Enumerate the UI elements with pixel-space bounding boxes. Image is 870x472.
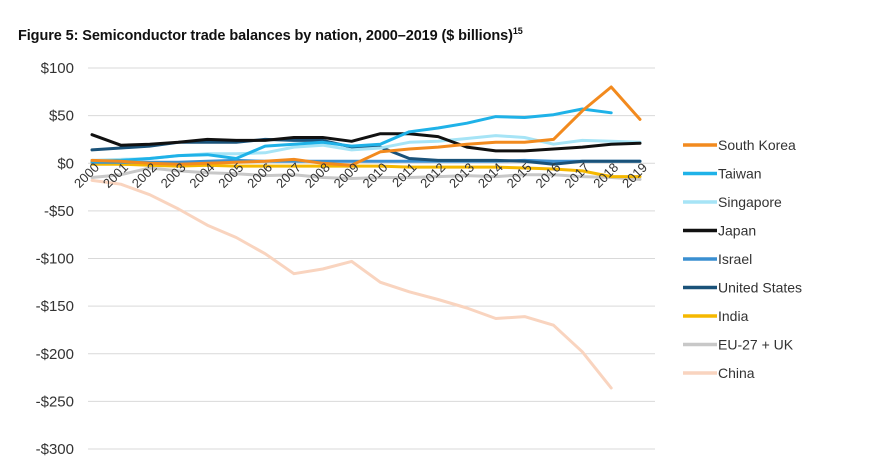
series-lines <box>90 85 642 390</box>
y-axis-ticks: $100 $50 $0 -$50 -$100 -$150 -$200 -$250 -$300 <box>36 60 74 458</box>
y-tick-label: -$150 <box>36 298 74 315</box>
legend-label-eu-27-uk: EU-27 + UK <box>718 337 794 353</box>
title-footnote: 15 <box>512 26 523 36</box>
legend: South Korea Taiwan Singapore Japan Israel Uni… <box>683 137 802 381</box>
legend-label-china: China <box>718 365 755 381</box>
series-line-eu-27-uk <box>90 166 642 181</box>
series-line-china <box>90 178 613 390</box>
series-line-india <box>90 162 642 179</box>
legend-label-india: India <box>718 308 749 324</box>
legend-label-south-korea: South Korea <box>718 137 796 153</box>
y-tick-label: $50 <box>49 108 74 125</box>
y-tick-label: -$200 <box>36 346 74 363</box>
legend-label-united-states: United States <box>718 280 802 296</box>
y-tick-label: $100 <box>41 60 74 77</box>
x-tick-label: 2010 <box>359 160 390 191</box>
y-tick-label: -$100 <box>36 251 74 268</box>
legend-label-israel: Israel <box>718 251 752 267</box>
chart-title: Figure 5: Semiconductor trade balances b… <box>18 26 523 44</box>
y-tick-label: -$250 <box>36 393 74 410</box>
legend-label-japan: Japan <box>718 223 756 239</box>
series-line-israel <box>90 158 642 164</box>
y-tick-label: $0 <box>57 155 74 172</box>
legend-label-singapore: Singapore <box>718 194 782 210</box>
x-tick-label: 2011 <box>389 160 419 190</box>
x-tick-label: 2019 <box>619 160 650 191</box>
legend-label-taiwan: Taiwan <box>718 166 762 182</box>
series-line-japan <box>90 132 642 153</box>
series-line-south-korea <box>90 85 642 167</box>
series-line-taiwan <box>90 107 613 163</box>
chart-title-text: Figure 5: Semiconductor trade balances b… <box>18 27 513 44</box>
y-tick-label: -$300 <box>36 441 74 458</box>
y-tick-label: -$50 <box>44 203 74 220</box>
